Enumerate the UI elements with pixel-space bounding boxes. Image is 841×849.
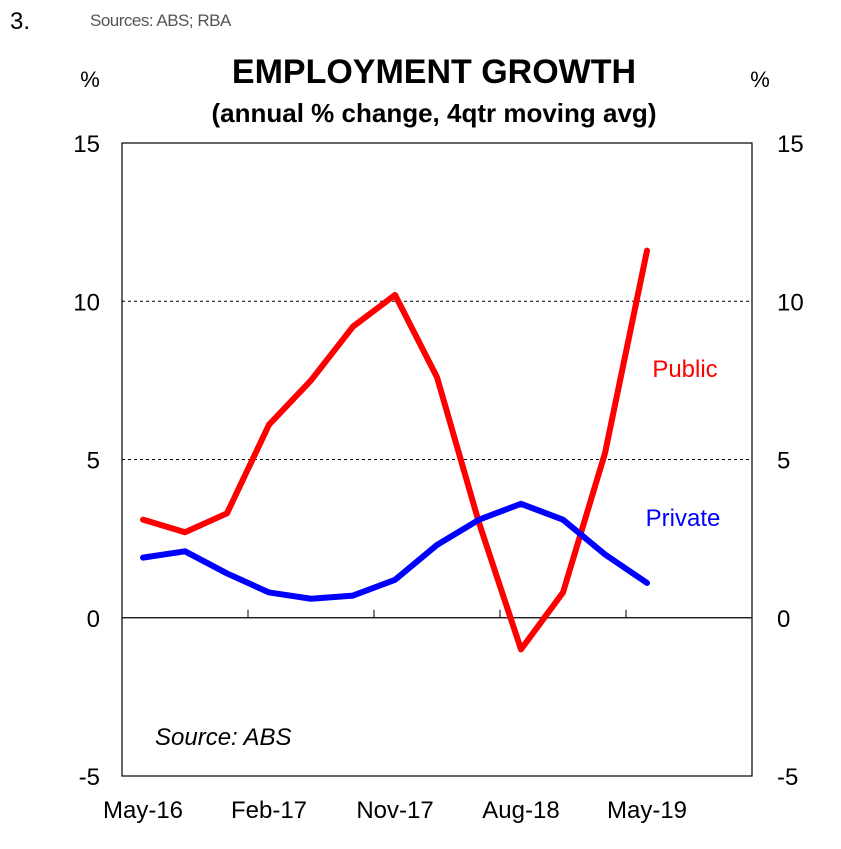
y-tick-right-15: 15 [777, 131, 804, 158]
left-axis-unit: % [80, 67, 100, 92]
chart-subtitle: (annual % change, 4qtr moving avg) [212, 98, 657, 128]
x-tick-label-Feb-17: Feb-17 [231, 797, 307, 824]
y-tick-left-15: 15 [73, 131, 100, 158]
series-label-public: Public [652, 356, 717, 383]
right-axis-unit: % [750, 67, 770, 92]
y-tick-left-5: 5 [87, 448, 100, 475]
series-label-private: Private [646, 505, 721, 532]
chart-title: EMPLOYMENT GROWTH [232, 53, 636, 91]
y-tick-left-10: 10 [73, 289, 100, 316]
plot-frame [121, 142, 753, 777]
series-line-public [140, 247, 650, 653]
sources-note: Sources: ABS; RBA [90, 11, 231, 30]
x-tick-label-Nov-17: Nov-17 [356, 797, 433, 824]
y-tick-left-0: 0 [87, 606, 100, 633]
y-tick-right-0: 0 [777, 606, 790, 633]
series-line-private [140, 500, 650, 602]
x-tick-label-May-16: May-16 [103, 797, 183, 824]
x-tick-label-Aug-18: Aug-18 [482, 797, 559, 824]
y-tick-right-10: 10 [777, 289, 804, 316]
y-tick-left--5: -5 [79, 764, 100, 791]
y-tick-right--5: -5 [777, 764, 798, 791]
figure-number: 3. [10, 8, 31, 35]
source-annotation: Source: ABS [155, 724, 292, 751]
y-tick-right-5: 5 [777, 448, 790, 475]
x-tick-label-May-19: May-19 [607, 797, 687, 824]
